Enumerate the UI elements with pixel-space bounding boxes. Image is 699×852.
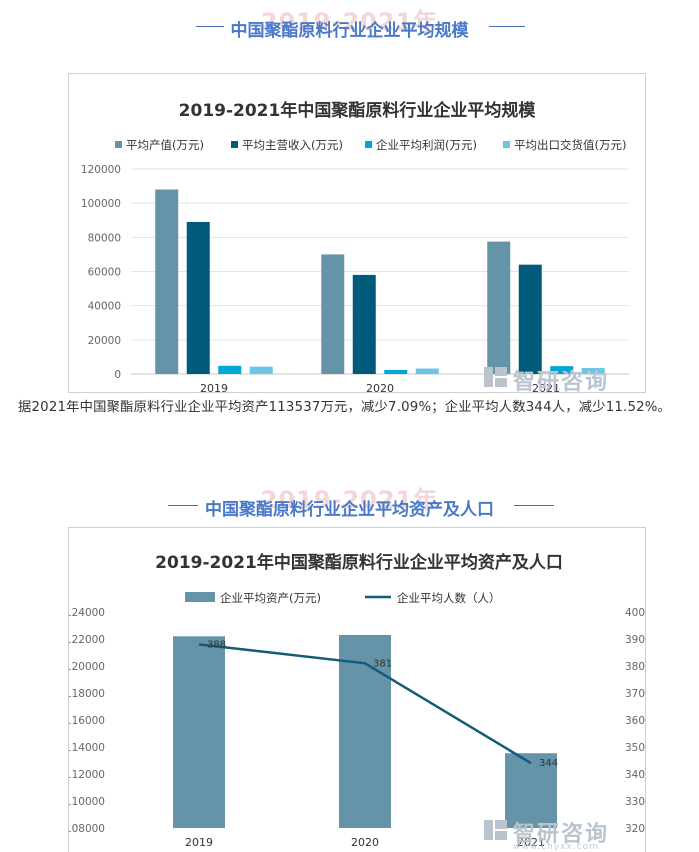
header-ghost-text: 2019-2021年: [260, 8, 439, 36]
y-tick-label: 80000: [88, 232, 121, 244]
legend-label-3: 企业平均利润(万元): [376, 138, 477, 152]
y2-tick-label: 330: [625, 796, 645, 808]
watermark-text-1: 智研咨询: [513, 370, 610, 395]
legend-swatch-4: [503, 141, 510, 148]
watermark-logo-1: [483, 365, 509, 393]
y-tick-label: 120000: [69, 661, 105, 673]
legend-swatch-2: [231, 141, 238, 148]
bar-2020-s1: [321, 254, 345, 374]
chart-gridlines: [131, 168, 629, 375]
y-tick-label: 108000: [69, 823, 105, 835]
y-tick-label: 60000: [88, 267, 121, 279]
y-tick-label: 100000: [81, 198, 121, 210]
chart-bars: [155, 189, 605, 374]
bar-2021-s4: [581, 368, 605, 374]
data-label: 344: [539, 758, 558, 769]
bar-2020-s3: [384, 369, 408, 374]
chart-line: 388 381 344: [198, 639, 558, 769]
watermark-url: www.chyxx.com: [513, 842, 599, 852]
y2-tick-label: 360: [625, 715, 645, 727]
legend-label-bar: 企业平均资产(万元): [220, 591, 321, 605]
legend-label-2: 平均主营收入(万元): [242, 138, 343, 152]
x-tick-label: 2019: [185, 836, 213, 849]
bar-2021-s3: [550, 366, 574, 374]
y2-tick-label: 400: [625, 607, 645, 619]
x-tick-label: 2021: [532, 382, 560, 392]
y-tick-label: 120000: [81, 164, 121, 176]
legend-swatch-1: [115, 141, 122, 148]
chart-scale: 2019-2021年中国聚酯原料行业企业平均规模 平均产值(万元) 平均主营收入(…: [81, 100, 629, 392]
y2-tick-label: 320: [625, 823, 645, 835]
section-header-scale: 2019-2021年 中国聚酯原料行业企业平均规模: [0, 2, 699, 42]
legend-label-4: 平均出口交货值(万元): [514, 138, 626, 152]
logo-icon: [484, 367, 507, 387]
y-tick-label: 122000: [69, 634, 105, 646]
bar-2020-s2: [352, 274, 376, 374]
header-line-right: [514, 505, 554, 506]
section-title-scale: 中国聚酯原料行业企业平均规模: [230, 21, 469, 41]
chart-assets: 2019-2021年中国聚酯原料行业企业平均资产及人口 企业平均资产(万元) 企业…: [69, 552, 645, 849]
legend-label-line: 企业平均人数（人）: [397, 591, 501, 605]
logo-icon: [484, 820, 507, 840]
chart-assets-frame: 2019-2021年中国聚酯原料行业企业平均资产及人口 企业平均资产(万元) 企业…: [68, 527, 646, 852]
x-axis-ticks: 2019 2020 2021: [185, 836, 545, 849]
line-series: [198, 643, 532, 765]
header-ghost-text: 2019-2021年: [260, 486, 439, 514]
bar-2020: [339, 634, 391, 828]
y-axis-ticks: 108000 110000 112000 114000 116000 118000 1200…: [69, 607, 105, 835]
bar-2021-s2: [518, 264, 542, 374]
y-tick-label: 118000: [69, 688, 105, 700]
bar-2021: [505, 753, 557, 828]
y-axis-ticks: 0 20000 40000 60000 80000 100000 120000: [81, 164, 121, 381]
bar-2019-s4: [249, 366, 273, 374]
y2-tick-label: 350: [625, 742, 645, 754]
y2-axis-ticks: 320 330 340 350 360 370 380 390 400: [625, 607, 645, 835]
y-tick-label: 110000: [69, 796, 105, 808]
bar-2020-s4: [415, 368, 439, 374]
header-line-left: [196, 26, 224, 27]
x-tick-label: 2020: [366, 382, 394, 392]
watermark-logo-2: [483, 818, 509, 846]
bar-2019: [173, 636, 225, 828]
section-title-assets: 中国聚酯原料行业企业平均资产及人口: [205, 500, 494, 520]
y-tick-label: 0: [114, 369, 121, 381]
description-paragraph: 据2021年中国聚酯原料行业企业平均资产113537万元，减少7.09%；企业平…: [18, 400, 672, 415]
y2-tick-label: 380: [625, 661, 645, 673]
data-label: 381: [373, 658, 392, 669]
y-tick-label: 124000: [69, 607, 105, 619]
bar-2019-s2: [186, 221, 210, 374]
chart-title: 2019-2021年中国聚酯原料行业企业平均资产及人口: [155, 552, 563, 573]
legend-swatch-3: [365, 141, 372, 148]
y2-tick-label: 340: [625, 769, 645, 781]
y-tick-label: 112000: [69, 769, 105, 781]
header-line-left: [168, 505, 198, 506]
x-tick-label: 2021: [517, 836, 545, 849]
chart-scale-frame: 2019-2021年中国聚酯原料行业企业平均规模 平均产值(万元) 平均主营收入(…: [68, 73, 646, 393]
chart-title: 2019-2021年中国聚酯原料行业企业平均规模: [179, 100, 537, 121]
chart-legend: 企业平均资产(万元) 企业平均人数（人）: [185, 591, 501, 605]
y2-tick-label: 370: [625, 688, 645, 700]
x-tick-label: 2019: [200, 382, 228, 392]
legend-label-1: 平均产值(万元): [126, 138, 204, 152]
legend-swatch-bar: [185, 592, 215, 602]
y2-tick-label: 390: [625, 634, 645, 646]
data-label: 388: [207, 639, 226, 650]
section-header-assets: 2019-2021年 中国聚酯原料行业企业平均资产及人口: [0, 480, 699, 520]
y-tick-label: 116000: [69, 715, 105, 727]
x-axis-ticks: 2019 2020 2021: [200, 382, 560, 392]
y-tick-label: 20000: [88, 335, 121, 347]
header-line-right: [489, 26, 525, 27]
bar-2019-s3: [218, 365, 242, 374]
bar-2019-s1: [155, 189, 179, 374]
chart-legend: 平均产值(万元) 平均主营收入(万元) 企业平均利润(万元) 平均出口交货值(万元): [115, 138, 626, 152]
bar-2021-s1: [487, 241, 511, 374]
chart-bars: [173, 634, 557, 828]
watermark-text-2: 智研咨询: [513, 822, 610, 847]
y-tick-label: 114000: [69, 742, 105, 754]
x-tick-label: 2020: [351, 836, 379, 849]
y-tick-label: 40000: [88, 301, 121, 313]
